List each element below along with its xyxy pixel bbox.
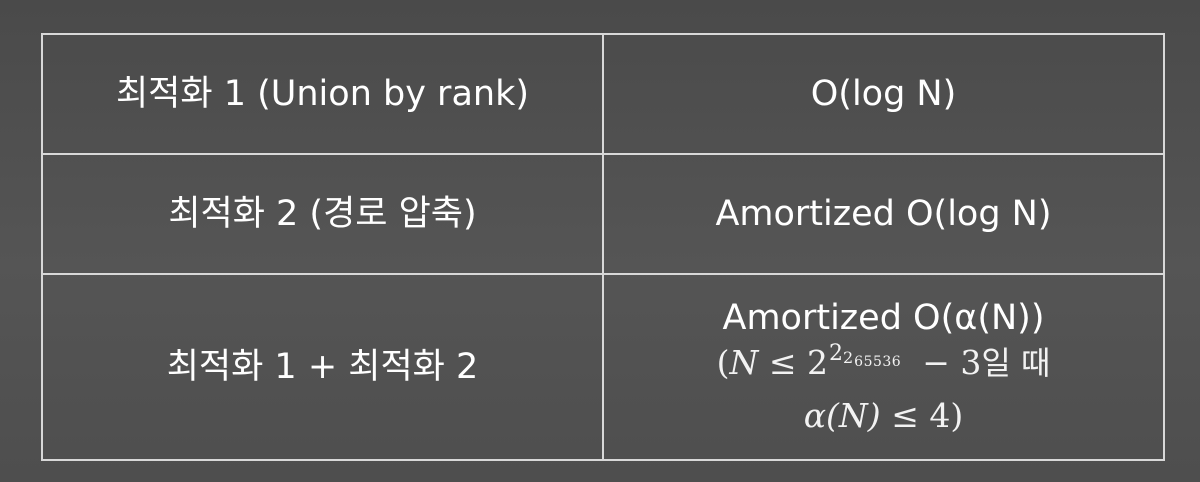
- alpha-expression: α(N): [803, 395, 881, 435]
- method-cell: 최적화 2 (경로 압축): [41, 153, 604, 275]
- table-row: 최적화 1 + 최적화 2 Amortized O(α(N)) (N ≤ 222…: [41, 273, 1165, 461]
- complexity-cell: Amortized O(log N): [602, 153, 1165, 275]
- four-value: 4): [929, 395, 964, 435]
- minus-symbol: −: [922, 342, 950, 382]
- condition-line-2: α(N) ≤ 4): [614, 393, 1153, 439]
- leq-symbol: ≤: [768, 342, 797, 382]
- power-exp-1: 2: [828, 340, 843, 366]
- table-row: 최적화 2 (경로 압축) Amortized O(log N): [41, 153, 1165, 275]
- complexity-main: Amortized O(α(N)): [722, 297, 1045, 338]
- complexity-cell: Amortized O(α(N)) (N ≤ 22265536 − 3일 때 α…: [602, 273, 1165, 461]
- leq-symbol-2: ≤: [891, 395, 919, 435]
- complexity-table: 최적화 1 (Union by rank) O(log N) 최적화 2 (경로…: [41, 33, 1165, 461]
- power-exp-3: 65536: [854, 353, 902, 370]
- three-value: 3: [960, 342, 982, 382]
- open-paren: (: [716, 342, 730, 382]
- table-row: 최적화 1 (Union by rank) O(log N): [41, 33, 1165, 155]
- power-base: 2: [806, 342, 828, 382]
- var-n: N: [729, 342, 759, 382]
- power-exp-2: 2: [842, 347, 854, 367]
- method-cell: 최적화 1 (Union by rank): [41, 33, 604, 155]
- power-tower: 22265536: [807, 340, 901, 393]
- complexity-cell: O(log N): [602, 33, 1165, 155]
- condition-line-1: (N ≤ 22265536 − 3일 때: [614, 340, 1153, 393]
- method-cell: 최적화 1 + 최적화 2: [41, 273, 604, 461]
- when-text: 일 때: [981, 343, 1051, 382]
